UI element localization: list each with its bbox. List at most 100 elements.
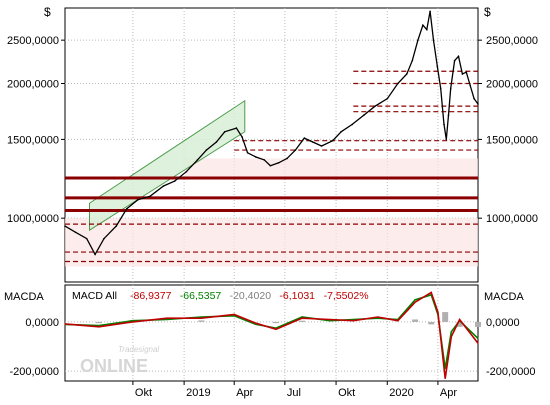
price-point [196, 159, 199, 161]
price-point [405, 73, 408, 75]
price-point [473, 97, 475, 100]
price-point [443, 123, 445, 126]
macd-point [397, 320, 399, 322]
price-point [340, 130, 342, 133]
price-point [469, 84, 472, 87]
price-point [125, 207, 128, 210]
price-point [303, 137, 306, 139]
macd-y-tick-left: 0,0000 [25, 317, 59, 329]
price-point [235, 127, 238, 129]
macd-histogram-bar [198, 320, 205, 322]
price-point [422, 24, 424, 27]
price-point [363, 114, 365, 116]
y-tick-label-left: 2000,0000 [7, 79, 59, 91]
macd-legend-value: -20,4020 [230, 290, 272, 302]
price-point [311, 141, 314, 143]
macd-point [414, 301, 416, 303]
macd-point [132, 320, 134, 322]
x-tick-label: Apr [440, 387, 457, 399]
macd-point [414, 299, 416, 301]
macd-point [430, 291, 432, 293]
price-point [465, 71, 468, 73]
price-point [453, 59, 456, 62]
price-point [449, 87, 452, 90]
macd-histogram-bar [456, 321, 463, 327]
macd-point [301, 317, 303, 319]
watermark-small: Tradesignal [118, 345, 159, 354]
price-point [223, 130, 226, 133]
macd-legend-label: MACD All [72, 290, 117, 302]
macd-panel-label-right: MACDA [484, 291, 524, 303]
price-point [277, 161, 280, 164]
macd-point [377, 317, 379, 319]
macd-series-line-1 [64, 291, 479, 379]
macd-point [166, 317, 168, 319]
macd-point [450, 331, 452, 333]
price-point [432, 39, 435, 41]
support-zone-mid [185, 158, 478, 178]
price-point [64, 225, 66, 227]
macd-point [233, 313, 235, 316]
macd-point [477, 342, 479, 344]
price-point [149, 195, 151, 197]
macd-point [132, 321, 134, 323]
indicator-panel-frame [64, 284, 479, 382]
currency-label-left: $ [44, 5, 51, 19]
price-point [447, 114, 450, 116]
macd-point [477, 337, 479, 340]
macd-y-tick-right: -200,0000 [486, 366, 536, 378]
currency-label-right: $ [484, 5, 491, 19]
macd-panel-label-left: MACDA [4, 291, 44, 303]
support-zone-low [65, 218, 478, 267]
price-point [205, 149, 208, 151]
macd-point [98, 325, 100, 327]
price-point [255, 156, 257, 158]
price-point [286, 157, 288, 160]
watermark-big: ONLINE [80, 356, 148, 376]
x-tick-label: Okt [338, 387, 355, 399]
price-point [374, 105, 376, 107]
price-point [477, 103, 479, 105]
macd-point [98, 326, 100, 328]
macd-histogram-bar [412, 319, 419, 322]
macd-point [352, 320, 354, 322]
macd-point [255, 322, 257, 324]
macd-legend-value: -66,5357 [180, 290, 222, 302]
macd-point [444, 377, 446, 380]
price-point [411, 59, 414, 62]
price-point [137, 198, 139, 201]
price-point [173, 180, 176, 182]
macd-point [200, 317, 202, 319]
price-point [241, 136, 243, 138]
macd-point [352, 318, 354, 321]
macd-point [166, 318, 168, 321]
y-tick-label-left: 1500,0000 [7, 134, 59, 146]
price-point [429, 10, 431, 13]
macd-point [275, 328, 277, 330]
price-point [445, 138, 448, 141]
x-tick-label: 2020 [389, 387, 413, 399]
macd-histogram-bar [442, 312, 449, 322]
price-point [320, 145, 323, 147]
macd-legend-value: -7,5502% [324, 290, 369, 302]
price-point [436, 65, 439, 68]
price-point [85, 237, 88, 240]
x-tick-label: Apr [236, 387, 253, 399]
price-point [439, 87, 442, 90]
price-point [425, 28, 428, 31]
price-point [74, 231, 77, 234]
price-point [185, 170, 188, 173]
macd-point [377, 316, 379, 318]
price-point [294, 149, 297, 151]
price-point [417, 39, 419, 41]
macd-legend-value: -86,9377 [130, 290, 172, 302]
price-point [103, 237, 105, 240]
price-point [461, 73, 464, 75]
macd-y-tick-left: -200,0000 [9, 366, 59, 378]
macd-point [329, 318, 331, 321]
macd-point [64, 323, 66, 325]
price-point [115, 225, 118, 227]
x-tick-label: Okt [135, 387, 152, 399]
